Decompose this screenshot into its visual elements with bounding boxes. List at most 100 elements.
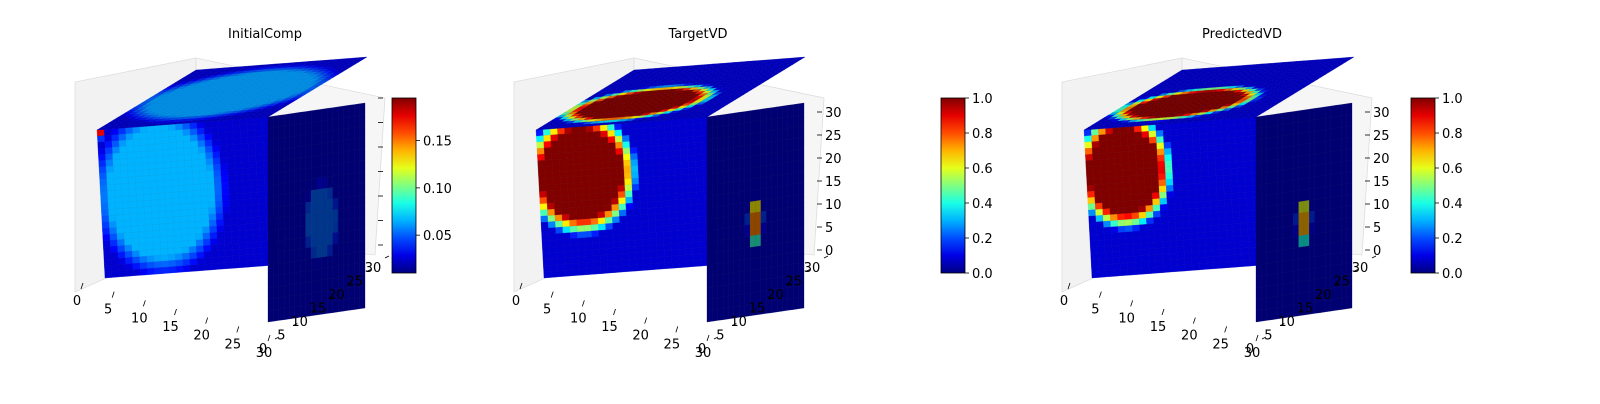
voxel	[166, 223, 175, 231]
voxel	[310, 178, 317, 191]
voxel	[649, 238, 657, 246]
voxel	[316, 154, 323, 168]
voxel	[1099, 159, 1108, 167]
voxel	[170, 160, 178, 168]
voxel	[587, 150, 595, 158]
voxel	[123, 232, 132, 240]
voxel	[1118, 231, 1126, 239]
voxel	[700, 123, 708, 131]
voxel	[641, 226, 650, 234]
x-tick-label: 25	[664, 337, 681, 352]
voxel	[289, 124, 296, 137]
voxel	[744, 110, 751, 124]
voxel	[1149, 149, 1158, 157]
voxel	[1142, 143, 1150, 151]
voxel	[657, 262, 666, 270]
voxel	[553, 183, 561, 191]
voxel	[1325, 219, 1331, 233]
voxel	[1319, 266, 1326, 279]
voxel	[181, 240, 190, 248]
voxel	[1314, 118, 1321, 132]
voxel	[755, 154, 762, 168]
voxel	[1149, 136, 1157, 144]
voxel	[635, 127, 644, 135]
voxel	[146, 255, 155, 263]
voxel	[115, 208, 124, 216]
voxel	[733, 237, 740, 250]
voxel	[631, 177, 640, 185]
voxel	[1236, 148, 1244, 156]
voxel	[246, 241, 254, 249]
voxel	[1330, 127, 1337, 141]
voxel	[1205, 250, 1214, 258]
voxel	[1100, 177, 1109, 185]
voxel	[145, 243, 154, 251]
voxel	[247, 130, 255, 138]
voxel	[658, 157, 667, 165]
voxel	[115, 214, 124, 222]
voxel	[771, 140, 778, 154]
voxel	[1341, 103, 1347, 117]
subplot-2: TargetVD05101520253005101520253005101520…	[512, 27, 993, 361]
voxel	[123, 226, 132, 234]
voxel	[1142, 155, 1151, 163]
voxel	[706, 229, 713, 243]
voxel	[1261, 229, 1267, 242]
voxel	[261, 259, 270, 267]
voxel	[267, 138, 274, 152]
voxel	[728, 124, 735, 137]
voxel	[217, 120, 226, 128]
z-tick-label: 20	[1373, 152, 1390, 167]
voxel	[744, 167, 751, 181]
voxel	[1148, 254, 1156, 262]
voxel	[545, 184, 554, 192]
voxel	[630, 165, 639, 173]
voxel	[597, 211, 606, 219]
voxel	[202, 232, 211, 240]
voxel	[164, 192, 173, 200]
voxel	[541, 227, 549, 235]
voxel	[574, 182, 583, 190]
voxel	[122, 201, 130, 209]
voxel	[712, 240, 718, 254]
voxel	[1229, 167, 1238, 175]
voxel	[163, 179, 172, 187]
voxel	[1266, 251, 1273, 264]
voxel	[135, 182, 144, 190]
voxel	[1216, 187, 1225, 195]
voxel	[124, 238, 132, 246]
voxel	[1282, 271, 1289, 285]
voxel	[167, 241, 176, 249]
x-tick-label: 0	[512, 294, 520, 309]
voxel	[267, 241, 274, 254]
voxel	[680, 161, 689, 169]
voxel	[1261, 297, 1267, 310]
voxel	[1346, 159, 1353, 173]
voxel	[1163, 141, 1172, 149]
voxel	[154, 261, 162, 269]
voxel	[793, 240, 799, 253]
voxel	[278, 217, 285, 230]
voxel	[163, 167, 172, 175]
voxel	[1255, 309, 1262, 323]
voxel	[1137, 193, 1146, 201]
voxel	[158, 217, 167, 225]
voxel	[1282, 214, 1289, 228]
voxel	[236, 193, 244, 201]
voxel	[782, 162, 788, 175]
voxel	[728, 238, 735, 251]
voxel	[1128, 156, 1137, 164]
voxel	[556, 239, 564, 247]
voxel	[596, 192, 605, 200]
voxel	[776, 105, 783, 119]
voxel	[638, 171, 647, 179]
voxel	[712, 172, 718, 185]
voxel	[609, 160, 617, 168]
voxel	[723, 284, 729, 298]
voxel	[666, 168, 675, 176]
voxel	[1158, 173, 1166, 181]
voxel	[610, 191, 619, 199]
voxel	[553, 189, 562, 197]
voxel	[1217, 212, 1226, 220]
y-tick-label: 15	[310, 302, 327, 317]
